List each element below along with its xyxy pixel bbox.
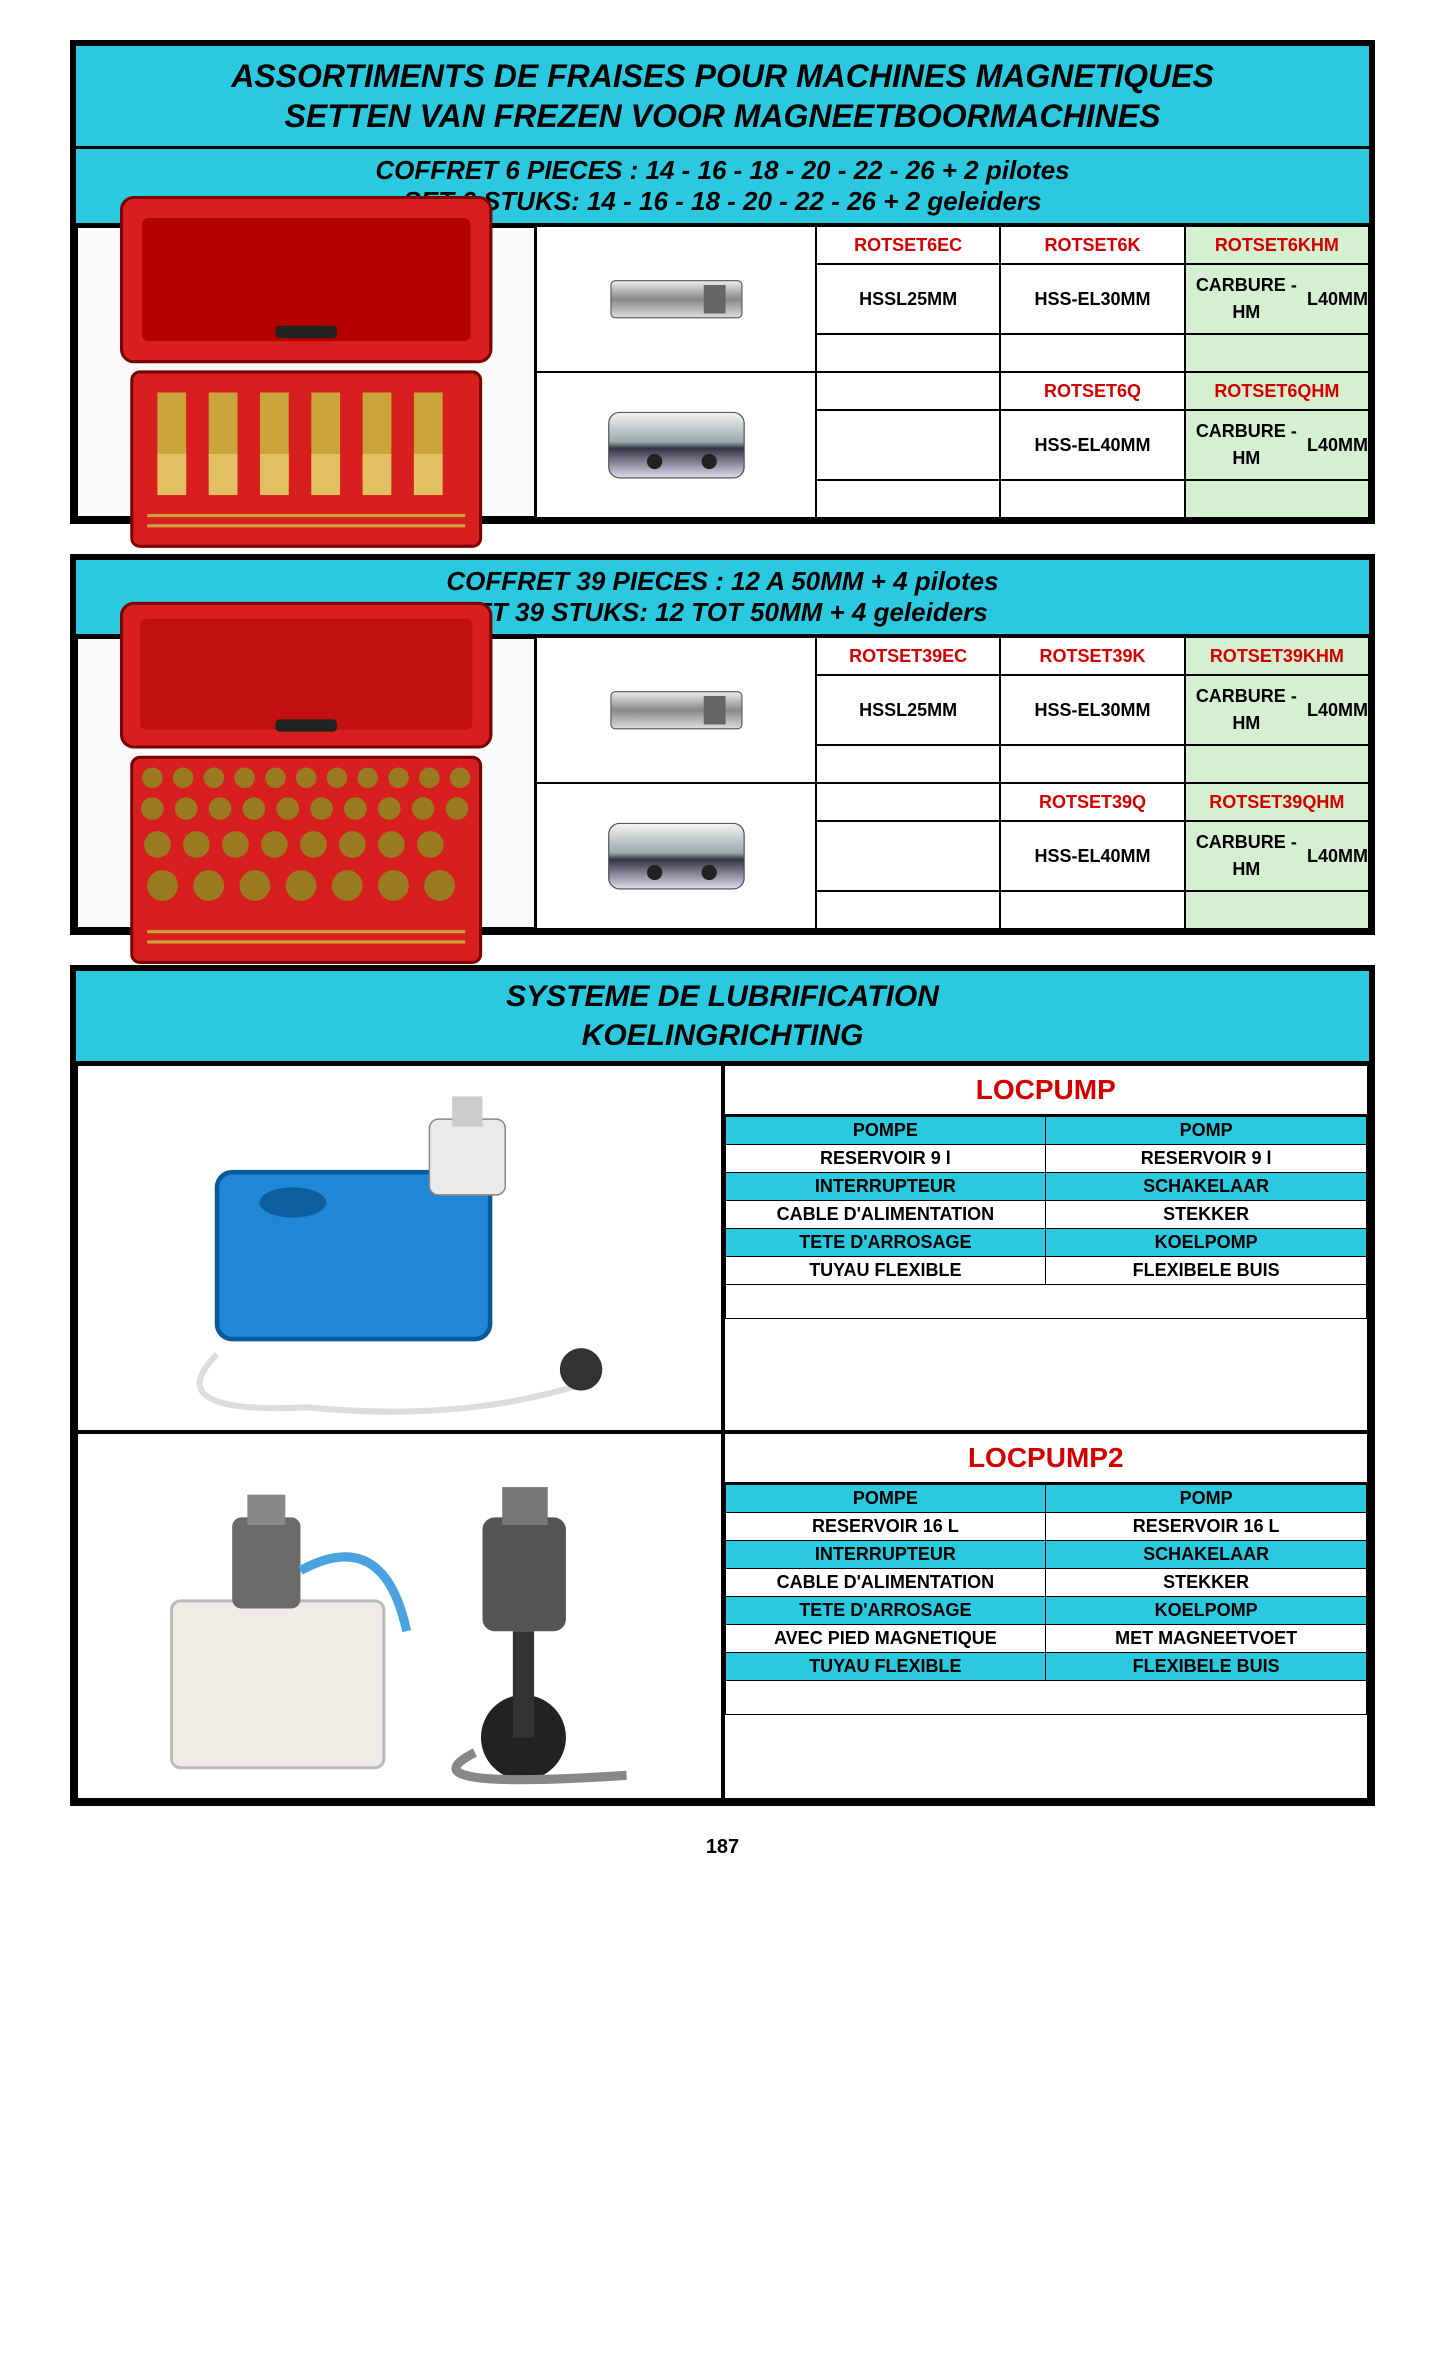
locpump2-table: POMPEPOMP RESERVOIR 16 LRESERVOIR 16 L I…	[725, 1484, 1368, 1715]
blank-cell	[1185, 891, 1369, 929]
set6-grid: ROTSET6EC ROTSET6K ROTSET6KHM HSSL25MM H…	[76, 226, 1369, 518]
main-header: ASSORTIMENTS DE FRAISES POUR MACHINES MA…	[76, 46, 1369, 149]
code-cell: ROTSET6K	[1000, 226, 1184, 264]
spec-cell: HSS-EL40MM	[1000, 410, 1184, 480]
code-cell: ROTSET6EC	[816, 226, 1000, 264]
set6-tool1-image	[536, 226, 816, 372]
set39-grid: ROTSET39EC ROTSET39K ROTSET39KHM HSSL25M…	[76, 637, 1369, 929]
set39-tool2-image	[536, 783, 816, 929]
code-cell: ROTSET39QHM	[1185, 783, 1369, 821]
locpump2-spec: LOCPUMP2 POMPEPOMP RESERVOIR 16 LRESERVO…	[723, 1432, 1370, 1800]
header-line2: SETTEN VAN FREZEN VOOR MAGNEETBOORMACHIN…	[82, 96, 1363, 136]
header-line1: ASSORTIMENTS DE FRAISES POUR MACHINES MA…	[82, 56, 1363, 96]
blank-cell	[816, 783, 1000, 821]
set39-case-image	[76, 637, 536, 929]
quick-shank-svg	[600, 396, 753, 494]
set6-case-image	[76, 226, 536, 518]
blank-cell	[1185, 745, 1369, 783]
locpump-spec: LOCPUMP POMPEPOMP RESERVOIR 9 lRESERVOIR…	[723, 1064, 1370, 1432]
blank-cell	[816, 334, 1000, 372]
blank-cell	[816, 891, 1000, 929]
locpump-code: LOCPUMP	[725, 1066, 1368, 1116]
code-cell: ROTSET39K	[1000, 637, 1184, 675]
spec-cell: HSS-EL30MM	[1000, 675, 1184, 745]
set39-tool1-image	[536, 637, 816, 783]
code-cell: ROTSET39EC	[816, 637, 1000, 675]
spec-cell: CARBURE - HML40MM	[1185, 264, 1369, 334]
blank-cell	[1185, 480, 1369, 518]
section-set39: COFFRET 39 PIECES : 12 A 50MM + 4 pilote…	[70, 554, 1375, 935]
quick-shank-svg	[600, 807, 753, 905]
weldon-shank-svg	[600, 261, 753, 337]
locpump-svg	[126, 1066, 672, 1430]
locpump-row: LOCPUMP POMPEPOMP RESERVOIR 9 lRESERVOIR…	[76, 1064, 1369, 1432]
locpump2-row: LOCPUMP2 POMPEPOMP RESERVOIR 16 LRESERVO…	[76, 1432, 1369, 1800]
blank-cell	[1000, 480, 1184, 518]
spec-cell: HSSL25MM	[816, 264, 1000, 334]
case6-svg	[101, 177, 511, 567]
case39-svg	[101, 588, 511, 978]
locpump-table: POMPEPOMP RESERVOIR 9 lRESERVOIR 9 l INT…	[725, 1116, 1368, 1319]
code-cell: ROTSET6KHM	[1185, 226, 1369, 264]
spec-cell: HSS-EL30MM	[1000, 264, 1184, 334]
blank-cell	[816, 480, 1000, 518]
page-number: 187	[70, 1836, 1375, 1859]
lub-header1: SYSTEME DE LUBRIFICATION	[82, 977, 1363, 1016]
code-cell: ROTSET39KHM	[1185, 637, 1369, 675]
locpump2-svg	[126, 1434, 672, 1798]
blank-cell	[816, 410, 1000, 480]
code-cell: ROTSET39Q	[1000, 783, 1184, 821]
blank-cell	[1000, 334, 1184, 372]
locpump-image	[76, 1064, 723, 1432]
code-cell: ROTSET6QHM	[1185, 372, 1369, 410]
lub-header2: KOELINGRICHTING	[82, 1016, 1363, 1055]
blank-cell	[1185, 334, 1369, 372]
spec-cell: CARBURE - HML40MM	[1185, 675, 1369, 745]
weldon-shank-svg	[600, 672, 753, 748]
code-cell: ROTSET6Q	[1000, 372, 1184, 410]
spec-cell: HSS-EL40MM	[1000, 821, 1184, 891]
blank-cell	[816, 372, 1000, 410]
locpump2-code: LOCPUMP2	[725, 1434, 1368, 1484]
spec-cell: HSSL25MM	[816, 675, 1000, 745]
section-assortments-set6: ASSORTIMENTS DE FRAISES POUR MACHINES MA…	[70, 40, 1375, 524]
section-lubrication: SYSTEME DE LUBRIFICATION KOELINGRICHTING…	[70, 965, 1375, 1806]
blank-cell	[1000, 891, 1184, 929]
blank-cell	[1000, 745, 1184, 783]
lub-header: SYSTEME DE LUBRIFICATION KOELINGRICHTING	[76, 971, 1369, 1064]
spec-cell: CARBURE - HML40MM	[1185, 821, 1369, 891]
blank-cell	[816, 745, 1000, 783]
set6-tool2-image	[536, 372, 816, 518]
locpump2-image	[76, 1432, 723, 1800]
spec-cell: CARBURE - HML40MM	[1185, 410, 1369, 480]
blank-cell	[816, 821, 1000, 891]
